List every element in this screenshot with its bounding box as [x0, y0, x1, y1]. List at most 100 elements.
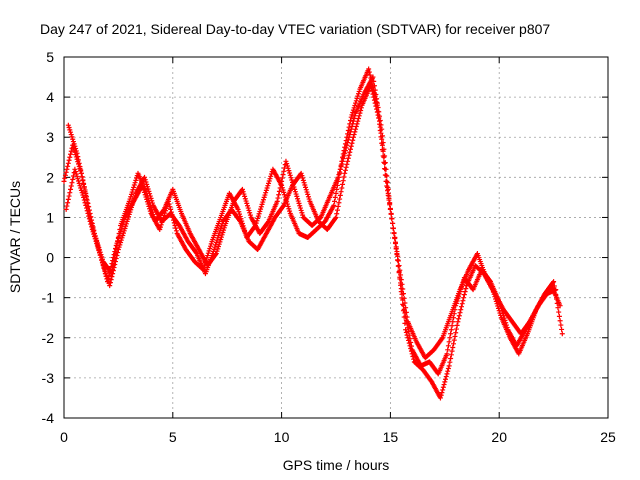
data-point-marker: [167, 204, 173, 210]
data-point-marker: [400, 286, 406, 292]
data-point-marker: [341, 153, 347, 159]
data-point-marker: [450, 319, 456, 325]
data-point-marker: [443, 374, 449, 380]
data-point-marker: [255, 215, 261, 221]
data-point-marker: [69, 134, 75, 140]
data-point-marker: [144, 181, 150, 187]
grid: [64, 57, 608, 418]
data-point-marker: [242, 196, 248, 202]
data-point-marker: [68, 186, 74, 192]
data-point-marker: [452, 333, 458, 339]
data-point-marker: [220, 229, 226, 235]
data-point-marker: [358, 105, 364, 111]
data-point-marker: [371, 78, 377, 84]
data-point-marker: [379, 136, 385, 142]
data-point-marker: [298, 207, 304, 213]
data-point-marker: [448, 352, 454, 358]
data-point-marker: [454, 322, 460, 328]
data-point-marker: [438, 392, 444, 398]
data-point-marker: [218, 234, 224, 240]
data-point-marker: [72, 166, 78, 172]
data-point-marker: [102, 266, 108, 272]
data-point-marker: [93, 238, 99, 244]
data-point-marker: [387, 205, 393, 211]
data-point-marker: [345, 140, 351, 146]
data-point-marker: [495, 303, 501, 309]
data-point-marker: [375, 112, 381, 118]
data-point-marker: [103, 271, 109, 277]
data-point-marker: [268, 171, 274, 177]
data-point-marker: [345, 158, 351, 164]
data-point-marker: [66, 193, 72, 199]
data-point-marker: [496, 308, 502, 314]
data-point-marker: [218, 237, 224, 243]
data-point-marker: [67, 190, 73, 196]
data-point-marker: [555, 305, 561, 311]
data-point-marker: [388, 210, 394, 216]
data-point-marker: [128, 204, 134, 210]
data-point-marker: [366, 69, 372, 75]
plot-frame: [63, 56, 609, 419]
data-point-marker: [207, 246, 213, 252]
data-point-marker: [91, 231, 97, 237]
data-point-marker: [85, 210, 91, 216]
data-point-marker: [342, 148, 348, 154]
data-point-marker: [78, 187, 84, 193]
x-tick-label: 10: [274, 429, 290, 445]
data-point-marker: [391, 230, 397, 236]
y-tick-label: 0: [46, 250, 54, 266]
data-point-marker: [244, 200, 250, 206]
data-point-marker: [355, 93, 361, 99]
data-point-marker: [117, 242, 123, 248]
data-point-marker: [287, 208, 293, 214]
data-point-marker: [101, 264, 107, 270]
data-point-marker: [100, 262, 106, 268]
data-point-marker: [214, 237, 220, 243]
data-point-marker: [282, 192, 288, 198]
data-point-marker: [357, 110, 363, 116]
data-point-marker: [280, 187, 286, 193]
y-tick-label: 3: [46, 129, 54, 145]
data-point-marker: [97, 252, 103, 258]
data-point-marker: [149, 198, 155, 204]
data-point-marker: [296, 200, 302, 206]
data-point-marker: [260, 199, 266, 205]
data-point-marker: [348, 126, 354, 132]
data-point-marker: [157, 224, 163, 230]
data-point-marker: [355, 116, 361, 122]
data-point-marker: [389, 215, 395, 221]
data-point-marker: [193, 250, 199, 256]
data-point-marker: [349, 112, 355, 118]
data-point-marker: [385, 190, 391, 196]
data-point-marker: [351, 132, 357, 138]
data-point-marker: [395, 258, 401, 264]
data-point-marker: [456, 316, 462, 322]
data-point-marker: [338, 189, 344, 195]
data-point-marker: [377, 118, 383, 124]
data-point-marker: [297, 205, 303, 211]
data-point-marker: [376, 115, 382, 121]
data-point-marker: [349, 124, 355, 130]
data-point-marker: [65, 196, 71, 202]
data-point-marker: [347, 149, 353, 155]
data-point-marker: [288, 175, 294, 181]
data-point-marker: [387, 200, 393, 206]
data-point-marker: [259, 201, 265, 207]
data-point-marker: [395, 257, 401, 263]
data-point-marker: [219, 232, 225, 238]
data-point-marker: [205, 250, 211, 256]
data-point-marker: [408, 348, 414, 354]
data-point-marker: [442, 379, 448, 385]
data-point-marker: [448, 356, 454, 362]
data-point-marker: [408, 345, 414, 351]
data-point-marker: [127, 196, 133, 202]
data-point-marker: [95, 245, 101, 251]
data-point-marker: [91, 233, 97, 239]
data-point-marker: [246, 207, 252, 213]
x-tick-label: 20: [491, 429, 507, 445]
data-point-marker: [216, 241, 222, 247]
data-point-marker: [132, 193, 138, 199]
data-point-marker: [150, 211, 156, 217]
data-point-marker: [68, 132, 74, 138]
data-point-marker: [143, 179, 149, 185]
